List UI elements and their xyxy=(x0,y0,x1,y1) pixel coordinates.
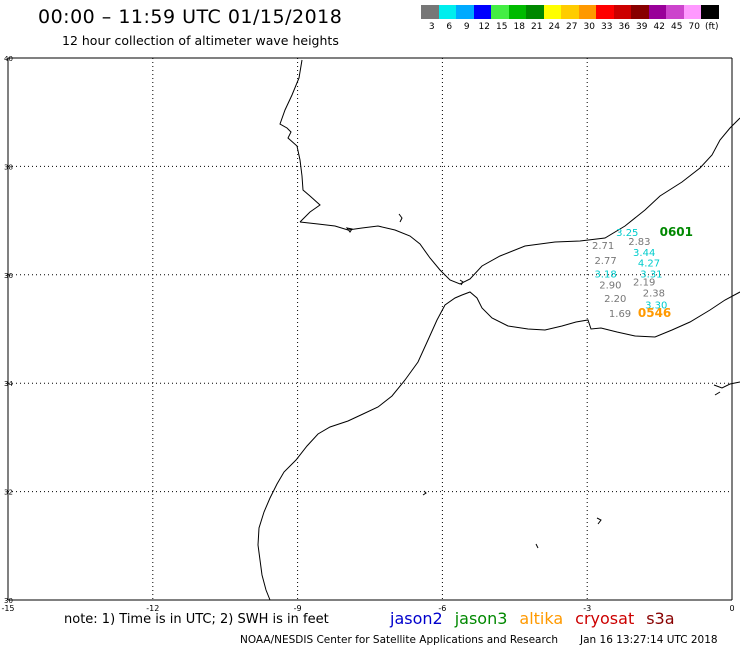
wave-height-color-legend xyxy=(421,5,719,19)
pass-time-label: 0601 xyxy=(660,225,693,239)
satellite-name: jason2 xyxy=(390,609,443,628)
wave-height-observations: 3.252.71 2.833.44 2.77 4.27 3.18 3.31 2.90 2.19… xyxy=(592,225,693,320)
legend-swatch xyxy=(666,5,684,19)
east-coast-fragment-2 xyxy=(714,391,721,396)
x-tick-label: 0 xyxy=(729,604,734,613)
island-1 xyxy=(345,227,353,233)
legend-swatch xyxy=(421,5,439,19)
legend-label: 30 xyxy=(583,22,595,32)
y-tick-label: 36 xyxy=(4,272,13,280)
legend-label: 27 xyxy=(566,22,578,32)
wave-height-value: 3.25 xyxy=(616,228,638,239)
east-coast-fragment-1 xyxy=(713,381,740,389)
inland-mark-2 xyxy=(535,543,539,549)
wave-height-value: 4.27 xyxy=(638,259,660,270)
legend-label: 39 xyxy=(636,22,648,32)
satellite-name: s3a xyxy=(646,609,675,628)
legend-swatch xyxy=(508,5,526,19)
wave-height-value: 2.90 xyxy=(599,280,621,291)
wave-height-value: 2.20 xyxy=(604,294,626,305)
wave-height-value: 3.18 xyxy=(594,270,616,281)
legend-label: 45 xyxy=(671,22,683,32)
x-tick-label: -9 xyxy=(294,604,302,613)
legend-swatch xyxy=(473,5,491,19)
satellite-legend: jason2 jason3 altika cryosat s3a xyxy=(390,609,687,628)
spain-atlantic-coast xyxy=(299,117,740,285)
legend-label: (ft) xyxy=(704,22,719,32)
legend-label: 18 xyxy=(513,22,525,32)
legend-swatch xyxy=(456,5,474,19)
portugal-coast xyxy=(279,59,321,223)
legend-label: 70 xyxy=(688,22,700,32)
legend-swatch xyxy=(683,5,701,19)
wave-height-value: 2.83 xyxy=(628,237,650,248)
legend-swatch xyxy=(578,5,596,19)
legend-label: 9 xyxy=(463,22,470,32)
legend-swatch xyxy=(631,5,649,19)
satellite-name: altika xyxy=(519,609,564,628)
satellite-name: cryosat xyxy=(575,609,635,628)
island-2 xyxy=(398,213,403,223)
legend-label: 12 xyxy=(478,22,490,32)
footer-credit: NOAA/NESDIS Center for Satellite Applica… xyxy=(240,634,558,646)
wave-height-value: 2.77 xyxy=(594,256,616,267)
y-tick-label: 40 xyxy=(4,55,13,63)
legend-label: 15 xyxy=(496,22,508,32)
y-tick-label: 30 xyxy=(4,597,13,605)
legend-label: 24 xyxy=(548,22,560,32)
map-title: 00:00 – 11:59 UTC 01/15/2018 xyxy=(38,6,343,28)
legend-label: 3 xyxy=(428,22,435,32)
wave-height-value: 3.30 xyxy=(645,300,667,311)
island-3 xyxy=(459,279,464,286)
wave-height-value: 3.31 xyxy=(640,270,662,281)
map-subtitle: 12 hour collection of altimeter wave hei… xyxy=(62,33,339,48)
morocco-algeria-coast xyxy=(257,291,740,601)
legend-swatch xyxy=(648,5,666,19)
inland-mark-1 xyxy=(596,517,602,525)
legend-swatch xyxy=(491,5,509,19)
legend-label: 21 xyxy=(531,22,543,32)
legend-swatch xyxy=(701,5,719,19)
x-tick-label: -6 xyxy=(438,604,446,613)
legend-swatch xyxy=(613,5,631,19)
pass-time-label: 0546 xyxy=(638,306,671,320)
units-note: note: 1) Time is in UTC; 2) SWH is in fe… xyxy=(64,612,329,627)
x-tick-label: -12 xyxy=(146,604,159,613)
y-tick-label: 32 xyxy=(4,489,13,497)
legend-label: 33 xyxy=(601,22,613,32)
wave-height-value: 3.44 xyxy=(633,248,655,259)
legend-label: 36 xyxy=(618,22,630,32)
legend-swatch xyxy=(561,5,579,19)
legend-swatch xyxy=(596,5,614,19)
legend-swatch xyxy=(543,5,561,19)
wave-height-value: 2.19 xyxy=(633,278,655,289)
coastline xyxy=(257,59,740,601)
legend-label: 42 xyxy=(653,22,665,32)
y-tick-label: 38 xyxy=(4,163,13,171)
satellite-name: jason3 xyxy=(454,609,508,628)
legend-swatch xyxy=(526,5,544,19)
x-tick-label: -15 xyxy=(1,604,14,613)
x-tick-label: -3 xyxy=(583,604,591,613)
y-tick-label: 34 xyxy=(4,380,13,388)
wave-height-value: 1.69 xyxy=(609,309,631,320)
wave-height-value: 2.71 xyxy=(592,241,614,252)
wave-height-value: 2.38 xyxy=(643,288,665,299)
footer-timestamp: Jan 16 13:27:14 UTC 2018 xyxy=(580,634,718,646)
lat-lon-grid: -15 -12 -9 -6 -3 0 40 38 36 34 32 30 xyxy=(1,55,734,613)
legend-swatch xyxy=(438,5,456,19)
morocco-inland-mark xyxy=(422,490,427,496)
legend-label: 6 xyxy=(446,22,453,32)
